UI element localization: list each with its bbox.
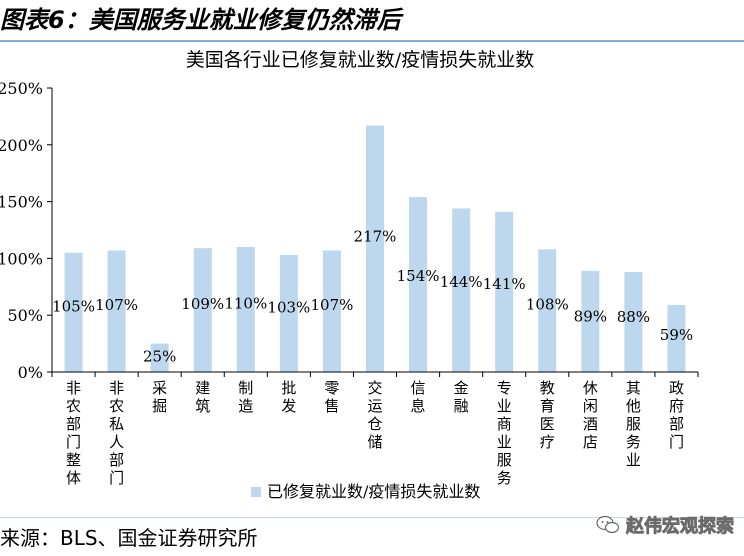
x-tick-label: 休闲酒店	[583, 379, 598, 451]
legend-label: 已修复就业数/疫情损失就业数	[267, 482, 480, 501]
data-label: 108%	[526, 296, 569, 314]
data-label: 107%	[310, 296, 353, 314]
y-axis: 0% 50% 100% 150% 200% 250%	[0, 79, 53, 382]
y-tick-label: 150%	[0, 193, 43, 212]
y-tick-label: 200%	[0, 136, 43, 155]
bar	[279, 254, 298, 372]
figure-title: 图表6：美国服务业就业修复仍然滞后	[0, 6, 401, 34]
y-tick-label: 250%	[0, 79, 43, 98]
bar	[667, 304, 686, 372]
x-tick-label: 教育医疗	[540, 379, 555, 451]
y-tick-label: 50%	[7, 306, 43, 325]
wechat-icon	[596, 515, 620, 535]
data-label: 154%	[397, 267, 440, 285]
bar-chart: 美国各行业已修复就业数/疫情损失就业数 0% 50% 100% 150% 200% 250…	[0, 49, 699, 501]
x-tick-label: 政府部门	[669, 379, 684, 451]
bar	[366, 125, 384, 372]
bars: 105% 107%25%109% 110% 103% 107%217%154% 144% 1…	[52, 125, 693, 372]
footer-divider	[0, 517, 744, 518]
x-tick-label: 批发	[281, 379, 296, 415]
data-label: 88%	[617, 308, 650, 326]
legend-swatch	[251, 487, 261, 497]
bar	[107, 250, 126, 372]
x-tick-label: 金融	[454, 379, 469, 415]
bar	[538, 249, 557, 372]
title-divider	[0, 40, 744, 42]
data-label: 25%	[143, 348, 176, 366]
x-tick-label: 其他服务业	[626, 379, 641, 469]
data-label: 59%	[660, 326, 693, 344]
bar	[322, 250, 341, 372]
bar	[581, 270, 600, 372]
bar	[64, 252, 83, 372]
bar	[236, 247, 255, 372]
y-tick-label: 0%	[18, 363, 43, 382]
watermark-text: 赵伟宏观探索	[626, 516, 735, 538]
x-tick-label: 非农部门整体	[66, 379, 81, 487]
data-label: 103%	[267, 299, 310, 317]
x-tick-label: 建筑	[195, 379, 210, 415]
data-label: 141%	[483, 275, 526, 293]
data-label: 110%	[224, 294, 267, 312]
x-tick-label: 零售	[324, 379, 339, 415]
x-tick-label: 非农私人部门	[109, 379, 124, 487]
watermark: 赵伟宏观探索	[596, 512, 734, 538]
data-label: 217%	[354, 227, 397, 245]
x-tick-label: 信息	[411, 379, 426, 415]
data-label: 109%	[181, 295, 224, 313]
data-label: 144%	[440, 273, 483, 291]
legend: 已修复就业数/疫情损失就业数	[251, 482, 480, 501]
chart-title: 美国各行业已修复就业数/疫情损失就业数	[186, 49, 534, 71]
x-tick-label: 制造	[238, 379, 253, 415]
data-label: 89%	[574, 307, 607, 325]
y-tick-label: 100%	[0, 249, 43, 268]
bar	[452, 208, 471, 372]
bar	[193, 248, 212, 372]
bar	[624, 272, 643, 372]
bar	[150, 343, 169, 372]
x-tick-label: 交运仓储	[367, 379, 382, 451]
data-label: 105%	[52, 297, 95, 315]
bar	[409, 197, 428, 372]
x-tick-label: 采掘	[152, 379, 167, 415]
source-note: 来源：BLS、国金证券研究所	[0, 526, 258, 550]
bar	[495, 211, 514, 372]
data-label: 107%	[95, 296, 138, 314]
x-tick-label: 专业商业服务	[497, 379, 512, 487]
